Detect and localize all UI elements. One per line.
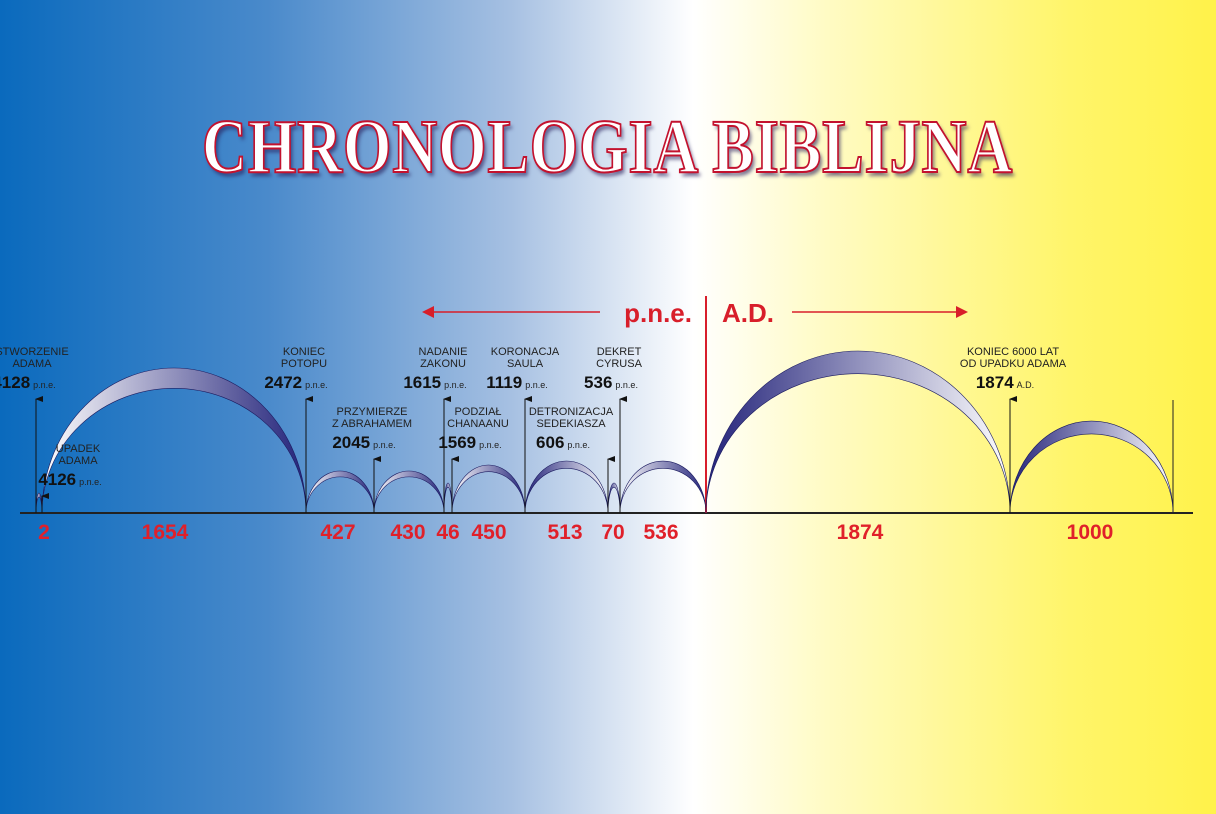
event-label: SAULA xyxy=(507,358,544,370)
event-year: 4128 xyxy=(0,373,30,392)
arc xyxy=(35,492,43,514)
arc xyxy=(1009,420,1174,514)
event-label: ADAMA xyxy=(58,455,98,467)
arc xyxy=(373,470,445,514)
event-label: UPADEK xyxy=(56,443,101,455)
title: CHRONOLOGIA BIBLIJNA xyxy=(202,104,1014,190)
event-year: 1119 xyxy=(486,373,522,392)
event-label: KONIEC 6000 LAT xyxy=(967,346,1059,358)
era-label: A.D. xyxy=(722,298,774,328)
event-era: p.n.e. xyxy=(79,477,102,487)
event-label: STWORZENIE xyxy=(0,346,69,358)
event-era: p.n.e. xyxy=(33,380,56,390)
event-date: 4126 p.n.e. xyxy=(38,470,101,489)
period-length: 536 xyxy=(643,521,678,544)
event-label: KORONACJA xyxy=(491,346,560,358)
period-length: 513 xyxy=(547,521,582,544)
event-era: p.n.e. xyxy=(444,380,467,390)
event-label: CYRUSA xyxy=(596,358,643,370)
event-year: 1874 xyxy=(976,373,1014,392)
event-year: 4126 xyxy=(38,470,76,489)
period-length: 427 xyxy=(320,521,355,544)
event-label: ADAMA xyxy=(12,358,52,370)
event-label: ZAKONU xyxy=(420,358,466,370)
arc xyxy=(619,460,707,514)
event-year: 536 xyxy=(584,373,612,392)
event-date: 1874 A.D. xyxy=(976,373,1034,392)
event-date: 1569 p.n.e. xyxy=(438,433,501,452)
event-era: p.n.e. xyxy=(525,380,548,390)
event-year: 1569 xyxy=(438,433,476,452)
event-date: 536 p.n.e. xyxy=(584,373,638,392)
event-date: 1615 p.n.e. xyxy=(403,373,466,392)
event-date: 4128p.n.e. xyxy=(0,373,56,392)
arc xyxy=(607,482,621,514)
arc xyxy=(305,470,375,514)
arc xyxy=(451,464,526,514)
event-era: p.n.e. xyxy=(479,440,502,450)
event-label: SEDEKIASZA xyxy=(536,418,606,430)
event-label: OD UPADKU ADAMA xyxy=(960,358,1067,370)
event-label: DEKRET xyxy=(597,346,642,358)
event-label: KONIEC xyxy=(283,346,325,358)
period-length: 46 xyxy=(436,521,459,544)
event-label: Z ABRAHAMEM xyxy=(332,418,412,430)
event-era: p.n.e. xyxy=(373,440,396,450)
period-length: 2 xyxy=(38,521,50,544)
event-label: CHANAANU xyxy=(447,418,509,430)
event-date: 2472 p.n.e. xyxy=(264,373,327,392)
title-box: CHRONOLOGIA BIBLIJNA xyxy=(0,104,1216,191)
arc xyxy=(443,482,453,514)
event-date: 1119 p.n.e. xyxy=(486,373,547,392)
event-label: NADANIE xyxy=(419,346,468,358)
period-length: 1654 xyxy=(142,521,189,544)
period-length: 430 xyxy=(390,521,425,544)
event-year: 606 xyxy=(536,433,564,452)
event-era: p.n.e. xyxy=(567,440,590,450)
period-length: 450 xyxy=(471,521,506,544)
event-date: 606 p.n.e. xyxy=(536,433,590,452)
event-label: POTOPU xyxy=(281,358,327,370)
event-label: PODZIAŁ xyxy=(454,406,501,418)
event-date: 2045 p.n.e. xyxy=(332,433,395,452)
event-era: p.n.e. xyxy=(305,380,328,390)
event-label: DETRONIZACJA xyxy=(529,406,614,418)
period-length: 1874 xyxy=(837,521,884,544)
event-year: 2472 xyxy=(264,373,302,392)
event-era: A.D. xyxy=(1017,380,1035,390)
era-label: p.n.e. xyxy=(624,298,692,328)
event-label: PRZYMIERZE xyxy=(337,406,408,418)
period-length: 70 xyxy=(601,521,624,544)
event-year: 1615 xyxy=(403,373,441,392)
period-length: 1000 xyxy=(1067,521,1114,544)
arc xyxy=(524,460,609,514)
arc xyxy=(705,350,1011,514)
event-year: 2045 xyxy=(332,433,370,452)
event-era: p.n.e. xyxy=(615,380,638,390)
